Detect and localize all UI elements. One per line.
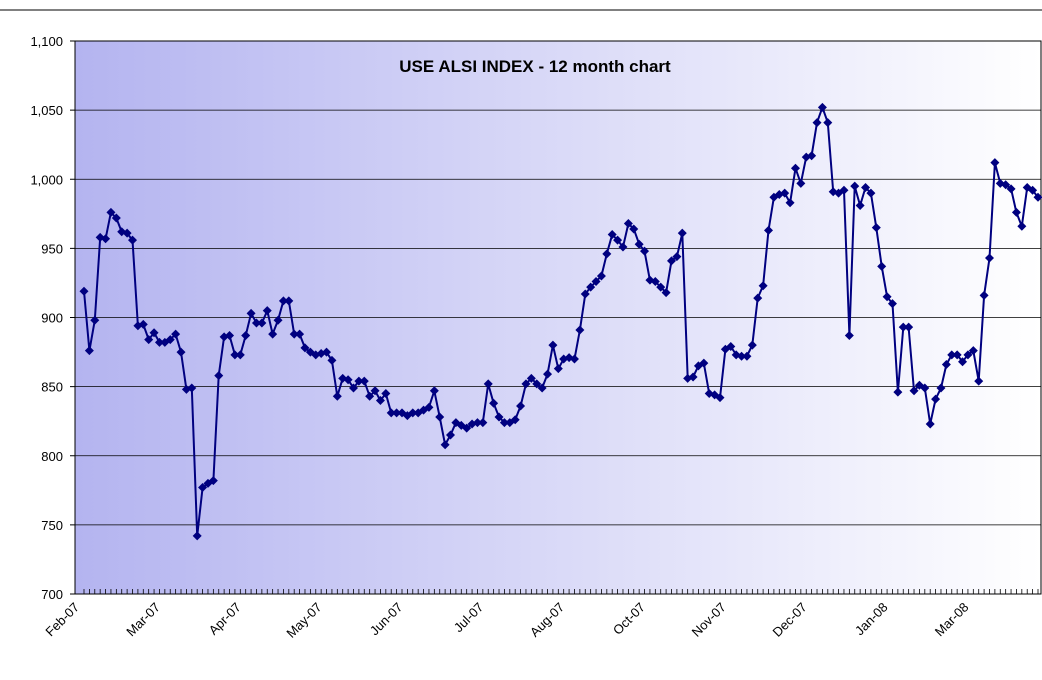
x-tick-label: Feb-07 bbox=[42, 600, 82, 640]
y-tick-label: 950 bbox=[41, 241, 63, 256]
y-tick-label: 1,000 bbox=[30, 172, 63, 187]
y-tick-label: 900 bbox=[41, 311, 63, 326]
y-tick-label: 850 bbox=[41, 380, 63, 395]
x-tick-label: Oct-07 bbox=[610, 600, 648, 638]
y-tick-label: 1,100 bbox=[30, 34, 63, 49]
y-tick-label: 700 bbox=[41, 587, 63, 602]
x-tick-label: Mar-08 bbox=[932, 600, 972, 640]
chart-title: USE ALSI INDEX - 12 month chart bbox=[399, 57, 671, 76]
x-tick-label: Apr-07 bbox=[206, 600, 244, 638]
y-tick-label: 1,050 bbox=[30, 103, 63, 118]
x-tick-label: Aug-07 bbox=[527, 600, 567, 640]
x-tick-label: Mar-07 bbox=[123, 600, 163, 640]
x-tick-label: Jun-07 bbox=[367, 600, 406, 639]
x-tick-label: Jan-08 bbox=[852, 600, 891, 639]
x-tick-label: Dec-07 bbox=[769, 600, 809, 640]
x-tick-label: May-07 bbox=[283, 600, 324, 641]
x-tick-label: Nov-07 bbox=[689, 600, 729, 640]
y-tick-label: 800 bbox=[41, 449, 63, 464]
y-tick-label: 750 bbox=[41, 518, 63, 533]
x-tick-label: Jul-07 bbox=[451, 600, 487, 636]
